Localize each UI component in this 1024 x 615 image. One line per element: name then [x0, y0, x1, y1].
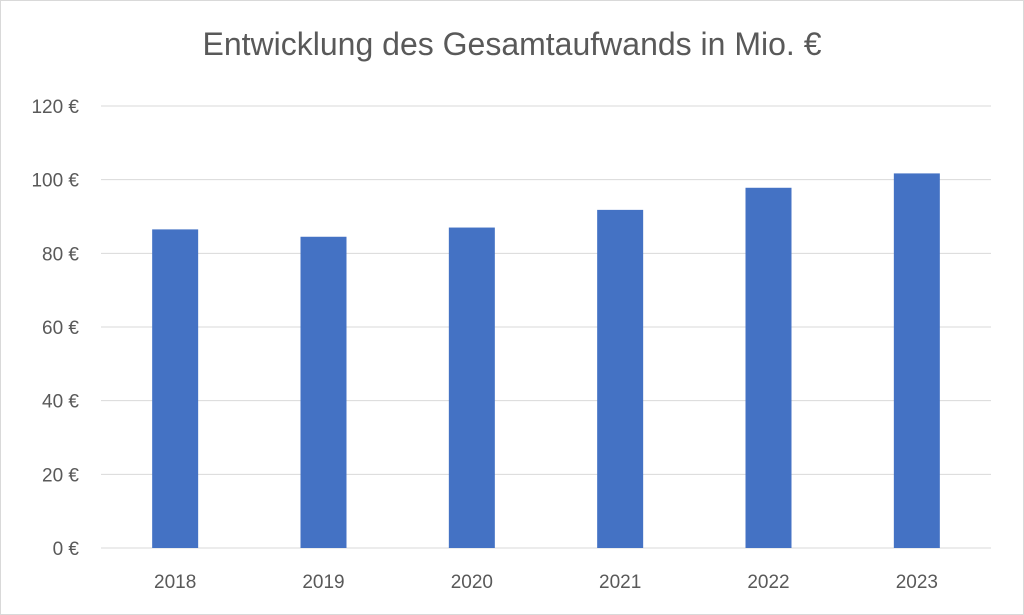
bar — [300, 236, 347, 548]
x-tick-label: 2022 — [747, 572, 789, 593]
chart-title: Entwicklung des Gesamtaufwands in Mio. € — [202, 26, 822, 62]
bar — [152, 229, 199, 548]
x-tick-label: 2023 — [896, 572, 938, 593]
y-tick-label: 20 € — [42, 465, 79, 486]
y-tick-label: 100 € — [31, 171, 79, 192]
x-tick-label: 2018 — [154, 572, 196, 593]
y-tick-label: 40 € — [42, 392, 79, 413]
y-tick-label: 60 € — [42, 318, 79, 339]
y-tick-label: 120 € — [31, 97, 79, 118]
bar — [893, 173, 940, 548]
x-tick-label: 2020 — [451, 572, 493, 593]
y-tick-label: 80 € — [42, 244, 79, 265]
x-tick-label: 2021 — [599, 572, 641, 593]
bar — [597, 209, 644, 548]
bar — [745, 187, 792, 548]
x-tick-label: 2019 — [302, 572, 344, 593]
bar — [448, 227, 495, 549]
y-tick-label: 0 € — [53, 539, 80, 560]
